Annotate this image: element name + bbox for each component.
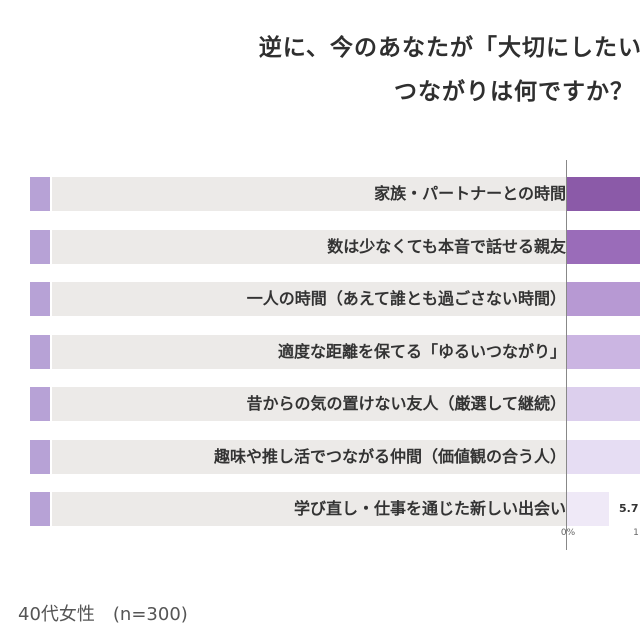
category-label-box: 学び直し・仕事を通じた新しい出会い [52,492,578,526]
category-marker [30,230,50,264]
category-label-box: 家族・パートナーとの時間 [52,177,578,211]
bar-plot-area: 5.7 [566,160,640,550]
category-label: 家族・パートナーとの時間 [374,184,566,203]
category-label: 昔からの気の置けない友人（厳選して継続） [246,394,566,413]
bar-data-label: 5.7 [619,502,639,515]
bar [567,440,640,474]
bar [567,282,640,316]
category-marker [30,282,50,316]
category-label: 学び直し・仕事を通じた新しい出会い [293,499,566,518]
category-marker [30,177,50,211]
category-label-box: 数は少なくても本音で話せる親友 [52,230,578,264]
bar [567,177,640,211]
x-axis-ticks: 0% 1 [0,528,640,544]
title-line-2: つながりは何ですか？ [394,79,634,105]
category-marker [30,335,50,369]
bar [567,230,640,264]
category-marker [30,492,50,526]
category-label-box: 適度な距離を保てる「ゆるいつながり」 [52,335,578,369]
category-label: 適度な距離を保てる「ゆるいつながり」 [277,342,566,361]
x-tick-label: 0% [560,528,576,538]
category-marker [30,387,50,421]
category-label: 趣味や推し活でつながる仲間（価値観の合う人） [213,447,566,466]
category-label-box: 昔からの気の置けない友人（厳選して継続） [52,387,578,421]
category-label: 数は少なくても本音で話せる親友 [327,237,566,256]
bar [567,387,640,421]
category-marker [30,440,50,474]
bar [567,335,640,369]
title-line-1: 逆に、今のあなたが「大切にしたい・ [258,35,640,61]
x-tick-label: 1 [633,528,639,538]
category-label-box: 趣味や推し活でつながる仲間（価値観の合う人） [52,440,578,474]
category-label-box: 一人の時間（あえて誰とも過ごさない時間） [52,282,578,316]
bar [567,492,609,526]
sample-footnote: 40代女性 (n=300) [18,604,188,625]
chart-title: 逆に、今のあなたが「大切にしたい・ つながりは何ですか？ [0,26,640,114]
category-label: 一人の時間（あえて誰とも過ごさない時間） [246,289,566,308]
